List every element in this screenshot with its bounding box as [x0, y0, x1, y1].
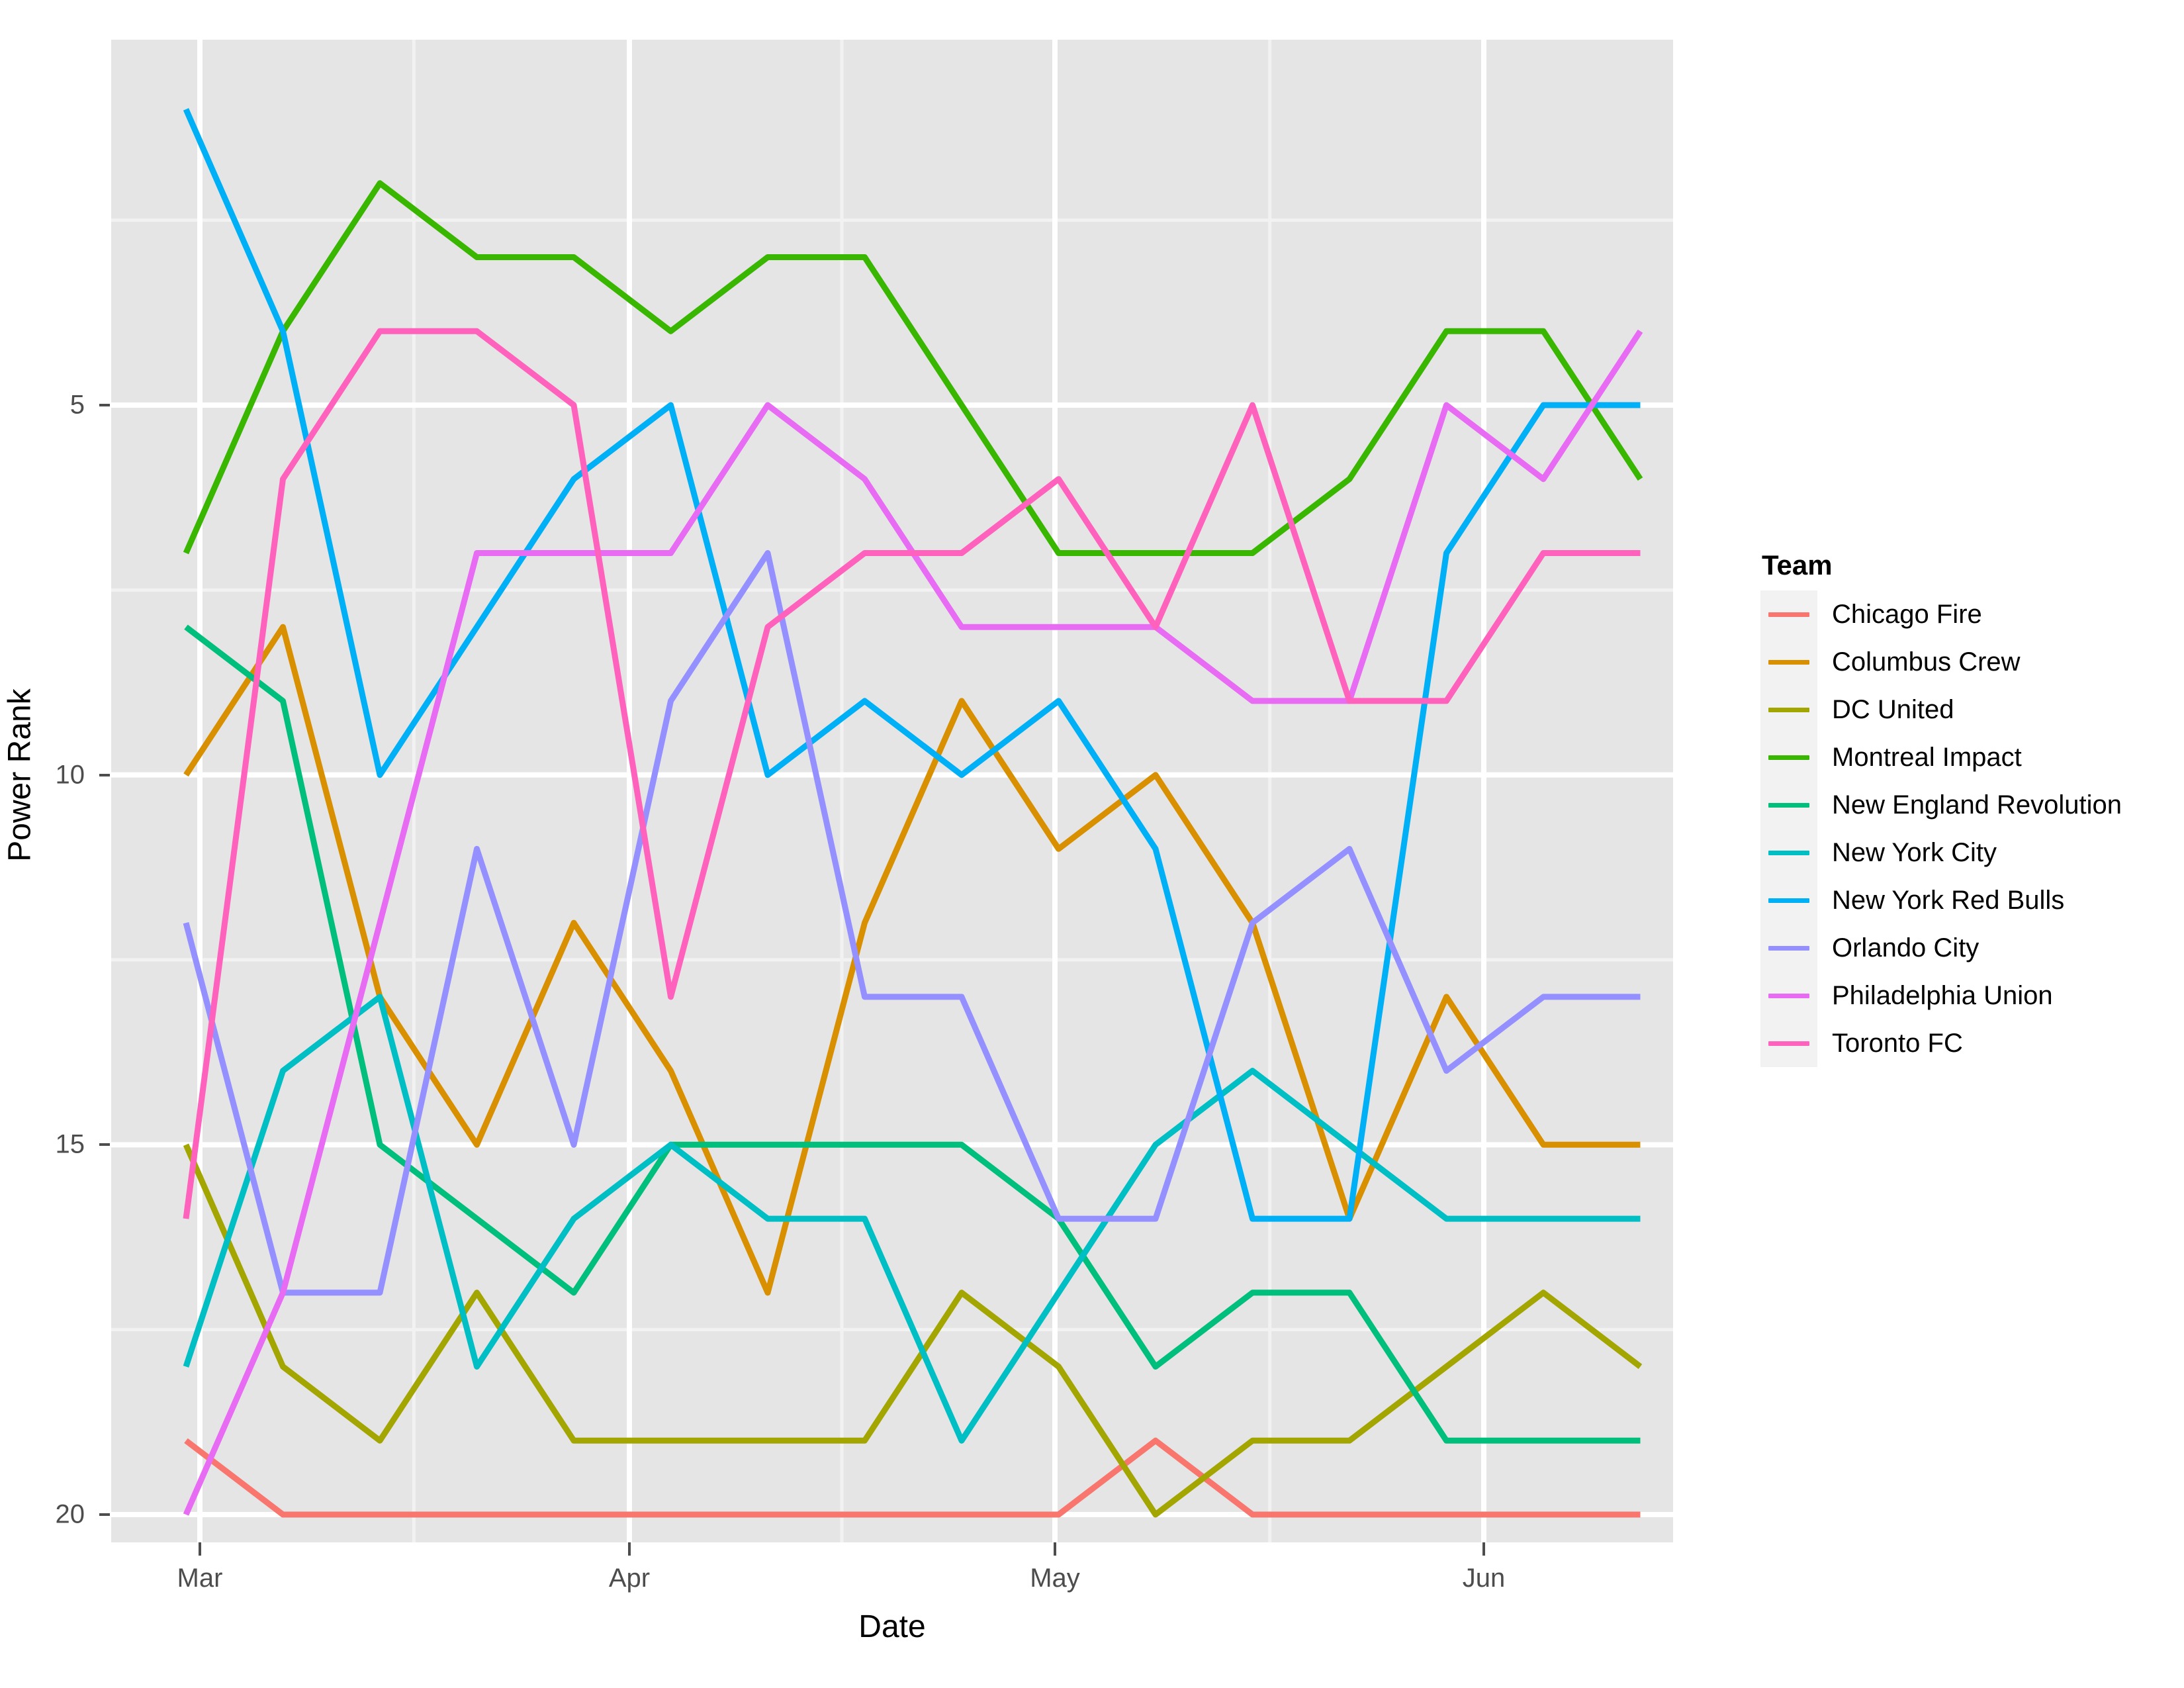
series-line: [183, 180, 1643, 556]
y-tick-mark: [99, 1143, 110, 1147]
legend-line-icon: [1768, 612, 1809, 617]
legend-line-icon: [1768, 707, 1809, 712]
series-line: [183, 108, 1641, 1222]
series-line: [183, 1143, 1643, 1518]
minor-gridlines: [111, 40, 1673, 1542]
legend-line-icon: [1768, 945, 1809, 951]
legend-line-icon: [1768, 802, 1809, 808]
legend-item-label: Toronto FC: [1832, 1028, 1963, 1058]
legend-items: Chicago Fire Columbus Crew DC United Montre…: [1760, 590, 2171, 1067]
legend-item-label: Orlando City: [1832, 933, 1979, 962]
legend-item-label: New York City: [1832, 837, 1997, 867]
y-tick-label: 5: [69, 390, 85, 420]
legend-line-icon: [1768, 1041, 1809, 1046]
legend-item-label: DC United: [1832, 694, 1954, 724]
legend-key-swatch: [1760, 686, 1817, 733]
legend-item[interactable]: DC United: [1760, 686, 2171, 733]
major-gridlines: [111, 40, 1673, 1542]
x-tick-mark: [199, 1542, 201, 1556]
legend-item[interactable]: Orlando City: [1760, 924, 2171, 972]
plot-area: 5 10 15 20 Power Rank Date Mar Apr May Jun: [0, 0, 1673, 1688]
legend-item-label: Columbus Crew: [1832, 647, 2021, 677]
legend-key-swatch: [1760, 1019, 1817, 1067]
y-tick-mark: [99, 404, 110, 406]
legend-item-label: New England Revolution: [1832, 790, 2122, 820]
legend-item[interactable]: Montreal Impact: [1760, 733, 2171, 781]
y-tick-mark: [99, 1513, 110, 1516]
legend-title: Team: [1762, 549, 1833, 581]
legend-item[interactable]: New York Red Bulls: [1760, 876, 2171, 924]
series-canvas: [111, 40, 1673, 1542]
legend-key-swatch: [1760, 972, 1817, 1019]
y-axis-title: Power Rank: [2, 688, 38, 862]
legend-item[interactable]: New England Revolution: [1760, 781, 2171, 829]
legend-key-swatch: [1760, 876, 1817, 924]
legend-line-icon: [1768, 659, 1809, 665]
legend-item[interactable]: Chicago Fire: [1760, 590, 2171, 638]
y-tick-label: 10: [55, 760, 85, 790]
legend-line-icon: [1768, 850, 1809, 855]
legend-key-swatch: [1760, 781, 1817, 829]
x-tick-label: Jun: [1462, 1564, 1506, 1593]
x-tick-mark: [1054, 1542, 1056, 1556]
legend-item-label: New York Red Bulls: [1832, 885, 2065, 915]
legend-item[interactable]: Philadelphia Union: [1760, 972, 2171, 1019]
x-tick-label: May: [1030, 1564, 1080, 1593]
x-axis-title: Date: [858, 1609, 926, 1644]
plot-panel: [111, 40, 1673, 1542]
y-tick-label: 15: [55, 1129, 85, 1159]
x-tick-mark: [628, 1542, 631, 1556]
series-line: [183, 550, 1641, 1296]
y-tick-label: 20: [55, 1499, 85, 1529]
legend-key-swatch: [1760, 924, 1817, 972]
legend-line-icon: [1768, 993, 1809, 998]
legend-key-swatch: [1760, 733, 1817, 781]
legend-item[interactable]: Toronto FC: [1760, 1019, 2171, 1067]
legend-line-icon: [1768, 898, 1809, 903]
legend-item-label: Montreal Impact: [1832, 742, 2022, 772]
legend-key-swatch: [1760, 638, 1817, 686]
x-tick-label: Mar: [177, 1564, 223, 1593]
legend-item[interactable]: Columbus Crew: [1760, 638, 2171, 686]
x-tick-label: Apr: [608, 1564, 651, 1593]
legend: Team Chicago Fire Columbus Crew DC United M…: [1760, 549, 2171, 1067]
legend-key-swatch: [1760, 590, 1817, 638]
legend-item-label: Philadelphia Union: [1832, 980, 2053, 1010]
legend-item-label: Chicago Fire: [1832, 599, 1982, 629]
legend-item[interactable]: New York City: [1760, 829, 2171, 876]
legend-line-icon: [1768, 755, 1809, 760]
y-axis-ticks: 5 10 15 20: [0, 0, 85, 1688]
series-line: [183, 328, 1641, 1219]
legend-key-swatch: [1760, 829, 1817, 876]
x-tick-mark: [1482, 1542, 1485, 1556]
series-line: [183, 994, 1641, 1444]
series-line: [184, 1437, 1641, 1518]
y-tick-mark: [99, 773, 110, 776]
